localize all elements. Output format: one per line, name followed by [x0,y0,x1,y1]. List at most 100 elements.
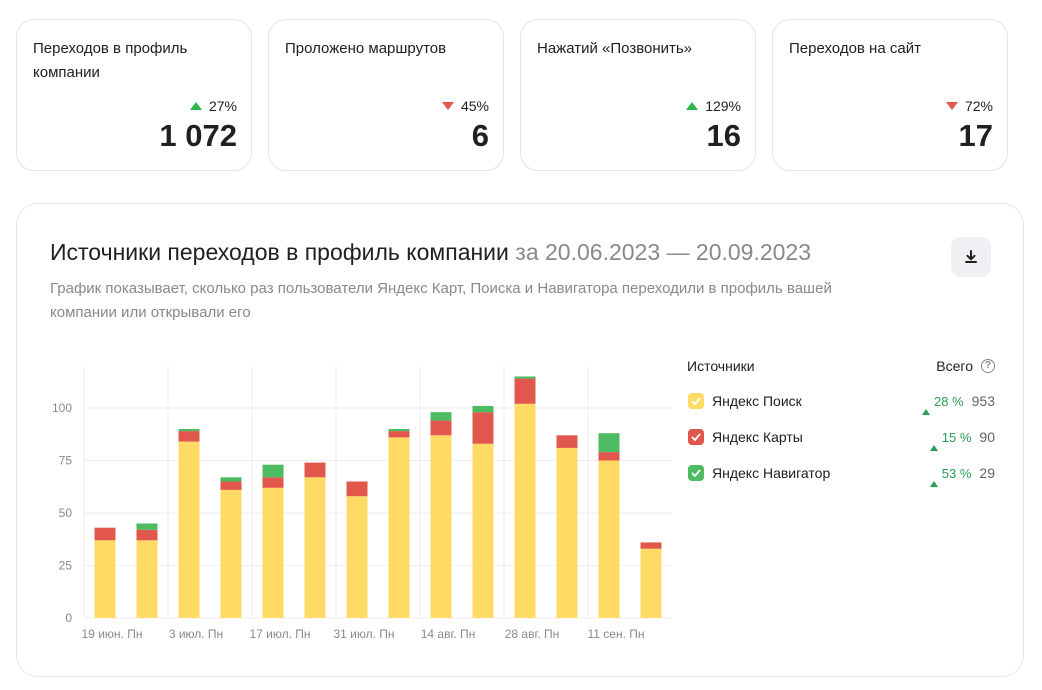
kpi-title: Переходов на сайт [789,40,921,57]
y-tick-label: 25 [59,559,73,573]
bar-segment [472,405,494,413]
kpi-change: 129% [686,97,741,115]
bar-segment [430,420,452,436]
trend-up-icon [929,466,938,487]
bar-segment [178,441,200,618]
help-icon[interactable]: ? [981,359,995,373]
trend-down-icon [441,102,454,110]
trend-up-icon [929,430,938,451]
bar-segment [598,460,620,618]
bar-segment [136,523,158,530]
bar-segment [556,435,578,448]
bar-segment [304,462,326,478]
legend-item-change-value: 28 % [934,394,964,409]
bar-segment [640,548,662,618]
legend-item-total: 953 [971,393,995,409]
kpi-card-routes[interactable]: Проложено маршрутов 45% 6 [268,19,504,171]
bar-segment [556,447,578,618]
x-tick-label: 11 сен. Пн [587,627,644,641]
bar-segment [94,540,116,618]
chart-subtitle: График показывает, сколько раз пользоват… [50,280,832,321]
bar-segment [220,489,242,618]
kpi-title: Переходов в профиль компании [33,40,188,81]
bar-segment [262,487,284,618]
bar-segment [262,464,284,478]
stacked-bar-chart: 0 25 50 75 100 19 июн. Пн 3 июл. Пн 17 июл. Пн 3… [52,366,672,641]
download-icon [965,250,977,263]
bar-segment [514,378,536,404]
kpi-card-calls[interactable]: Нажатий «Позвонить» 129% 16 [520,19,756,171]
kpi-value: 1 072 [159,118,237,153]
legend-item-navigator[interactable]: Яндекс Навигатор 53 % 29 [687,462,995,487]
kpi-card-site-visits[interactable]: Переходов на сайт 72% 17 [772,19,1008,171]
bar-segment [388,431,410,438]
kpi-value: 16 [706,118,741,153]
kpi-change-value: 27% [208,98,237,114]
kpi-title: Проложено маршрутов [285,40,447,57]
legend-item-change: 15 % [929,430,971,451]
bar-segment [514,403,536,618]
download-button[interactable] [951,237,991,277]
bar-segment [304,477,326,618]
bar-segment [220,481,242,490]
legend: Источники Всего? Яндекс Поиск 28 % 953 Ян… [687,356,995,496]
legend-item-stats: 53 % 29 [929,465,995,487]
chart-title-text: Источники переходов в профиль компании [50,239,509,265]
trend-down-icon [945,102,958,110]
checkbox-checked-icon[interactable] [688,465,704,481]
bar-segment [346,496,368,618]
bar-segment [220,477,242,482]
kpi-value: 6 [471,118,489,153]
legend-item-change: 28 % [922,394,964,415]
kpi-change: 27% [189,97,237,115]
legend-item-name: Яндекс Карты [712,429,803,445]
trend-up-icon [189,102,202,110]
bar-segment [178,429,200,432]
x-tick-label: 31 июл. Пн [333,627,394,641]
x-tick-label: 28 авг. Пн [505,627,560,641]
legend-header-sources: Источники [687,358,755,374]
bar-segment [430,435,452,618]
bar-segment [388,429,410,432]
legend-item-stats: 28 % 953 [922,393,995,415]
legend-item-name: Яндекс Навигатор [712,465,831,481]
trend-up-icon [686,102,699,110]
bar-segment [598,433,620,453]
checkbox-checked-icon[interactable] [688,393,704,409]
bar-segment [136,529,158,541]
chart-title: Источники переходов в профиль компании з… [50,237,811,267]
x-tick-label: 17 июл. Пн [249,627,310,641]
legend-item-stats: 15 % 90 [929,429,995,451]
legend-item-maps[interactable]: Яндекс Карты 15 % 90 [687,426,995,451]
bar-segment [346,481,368,497]
bar-segment [514,376,536,379]
x-tick-label: 19 июн. Пн [82,627,143,641]
y-tick-label: 75 [59,454,73,468]
bar-segment [136,540,158,618]
bar-segment [430,412,452,421]
chart-period: за 20.06.2023 — 20.09.2023 [515,239,812,265]
legend-item-search[interactable]: Яндекс Поиск 28 % 953 [687,390,995,415]
kpi-change-value: 45% [460,98,489,114]
y-tick-label: 50 [59,506,73,520]
checkbox-checked-icon[interactable] [688,429,704,445]
legend-item-change-value: 53 % [941,466,972,481]
sources-chart-card: Источники переходов в профиль компании з… [16,203,1024,677]
bar-segment [472,412,494,444]
legend-item-name: Яндекс Поиск [712,393,802,409]
bar-segment [94,527,116,541]
legend-item-change: 53 % [929,466,972,487]
kpi-card-profile-visits[interactable]: Переходов в профиль компании 27% 1 072 [16,19,252,171]
y-tick-label: 100 [52,401,72,415]
bar-segment [598,452,620,461]
legend-item-total: 90 [979,429,995,445]
bar-segment [472,443,494,618]
x-tick-label: 14 авг. Пн [421,627,476,641]
legend-header: Источники Всего? [687,356,995,376]
y-tick-label: 0 [65,611,72,625]
legend-item-total: 29 [979,465,995,481]
chart-area: 0 25 50 75 100 19 июн. Пн 3 июл. Пн 17 июл. Пн 3… [17,354,697,654]
legend-header-total-label: Всего [936,358,973,374]
bar-segment [640,542,662,549]
kpi-title: Нажатий «Позвонить» [537,40,693,57]
